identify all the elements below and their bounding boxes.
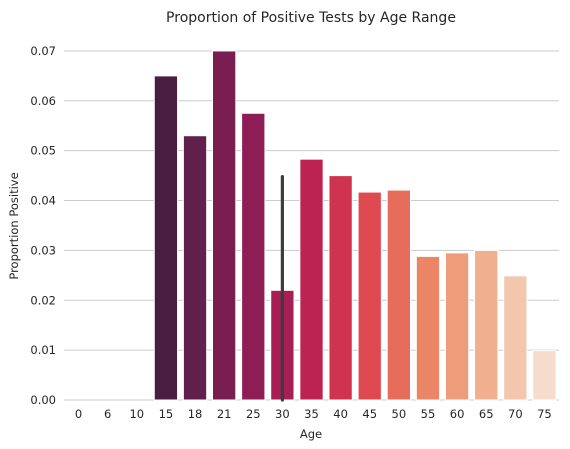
x-tick-label: 60 <box>450 407 465 421</box>
x-tick-label: 70 <box>508 407 523 421</box>
bar-65 <box>474 249 499 401</box>
x-tick-label: 45 <box>362 407 377 421</box>
y-tick-label: 0.01 <box>30 343 56 357</box>
bar-25 <box>241 112 266 401</box>
x-tick-label: 40 <box>333 407 348 421</box>
x-tick-label: 25 <box>246 407 261 421</box>
bar-75 <box>532 350 557 401</box>
x-tick-label: 21 <box>217 407 232 421</box>
x-tick-label: 50 <box>392 407 407 421</box>
x-tick-label: 65 <box>479 407 494 421</box>
x-tick-label: 18 <box>188 407 203 421</box>
chart-title: Proportion of Positive Tests by Age Rang… <box>166 10 456 26</box>
bar-18 <box>182 135 208 401</box>
y-tick-label: 0.06 <box>30 94 56 108</box>
x-tick-label: 10 <box>129 407 144 421</box>
bar-50 <box>386 189 411 401</box>
bar-21 <box>212 50 237 401</box>
bars <box>153 50 557 401</box>
x-tick-label: 75 <box>537 407 552 421</box>
bar-70 <box>503 275 528 401</box>
x-tick-label: 35 <box>304 407 319 421</box>
bar-35 <box>299 158 324 401</box>
bar-60 <box>444 252 470 401</box>
x-tick-label: 0 <box>75 407 82 421</box>
y-tick-label: 0.00 <box>30 393 56 407</box>
y-tick-label: 0.05 <box>30 144 56 158</box>
y-tick-label: 0.03 <box>30 243 56 257</box>
y-tick-label: 0.07 <box>30 44 56 58</box>
x-axis-label: Age <box>300 427 322 441</box>
x-tick-label: 30 <box>275 407 290 421</box>
bar-55 <box>415 255 441 401</box>
x-tick-label: 15 <box>159 407 174 421</box>
x-tick-label: 6 <box>104 407 111 421</box>
y-tick-label: 0.04 <box>30 194 56 208</box>
y-tick-label: 0.02 <box>30 293 56 307</box>
x-axis-ticks: 0 6 10 15 18 21 25 30 35 40 45 50 55 60 65 70 75 <box>75 407 552 421</box>
bar-40 <box>328 175 353 401</box>
y-axis-label: Proportion Positive <box>7 172 21 279</box>
bar-45 <box>357 191 382 401</box>
y-axis-ticks: 0.00 0.01 0.02 0.03 0.04 0.05 0.06 0.07 <box>30 44 56 407</box>
bar-15 <box>153 75 179 401</box>
x-tick-label: 55 <box>421 407 436 421</box>
